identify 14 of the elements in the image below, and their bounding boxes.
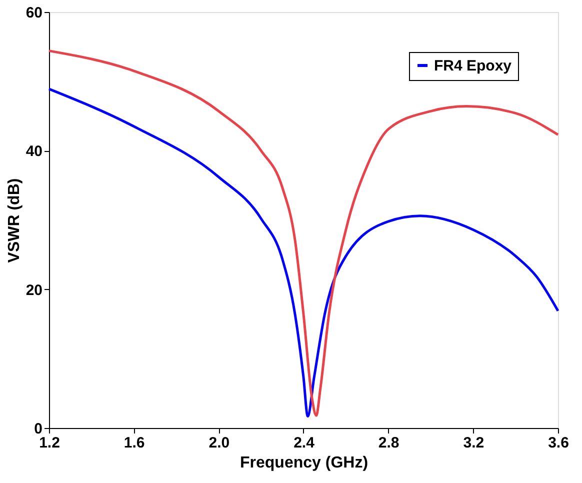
x-axis-title: Frequency (GHz) — [240, 454, 368, 472]
x-tick-label: 1.2 — [39, 434, 60, 452]
y-tick-label: 20 — [26, 282, 42, 299]
y-axis-title: VSWR (dB) — [6, 178, 23, 263]
x-tick-label: 2.0 — [208, 434, 230, 452]
x-tick-label: 3.6 — [548, 434, 569, 452]
x-tick-label: 1.6 — [124, 434, 145, 452]
legend-label: FR4 Epoxy — [434, 58, 512, 74]
x-tick-label: 2.8 — [378, 434, 400, 452]
y-tick-label: 60 — [26, 4, 42, 22]
y-tick-label: 40 — [26, 143, 42, 160]
y-tick-label: 0 — [34, 420, 42, 438]
x-tick-label: 3.2 — [463, 434, 484, 452]
x-tick-label: 2.4 — [294, 434, 316, 452]
